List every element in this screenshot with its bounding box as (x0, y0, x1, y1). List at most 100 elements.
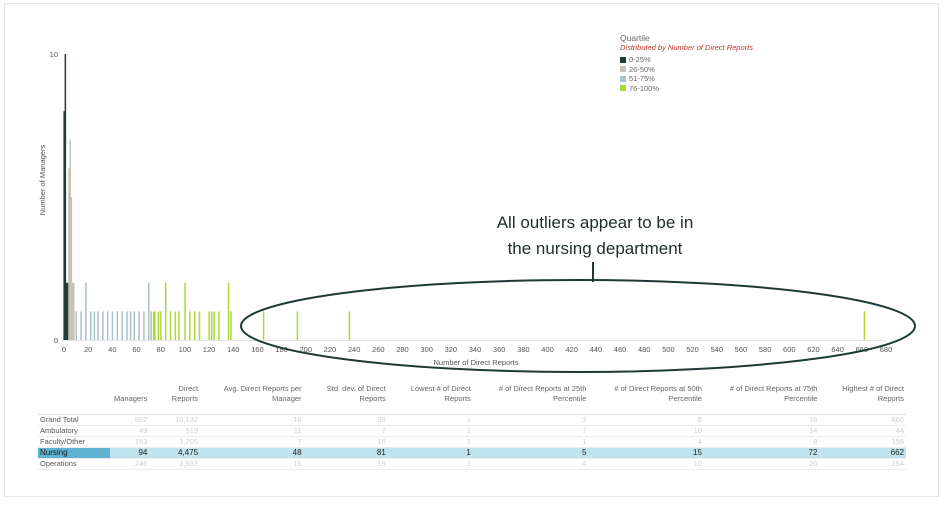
table-cell: 1 (387, 414, 473, 426)
x-tick-label: 20 (84, 345, 92, 354)
x-tick-label: 420 (565, 345, 578, 354)
legend-label: 76-100% (629, 83, 660, 93)
x-tick-label: 180 (275, 345, 288, 354)
dashboard-frame (4, 3, 939, 497)
x-tick-label: 560 (735, 345, 748, 354)
outlier-annotation: All outliers appear to be in the nursing… (470, 210, 720, 262)
histogram-bar (65, 282, 68, 340)
table-cell: 10,132 (149, 414, 201, 426)
histogram-bar (296, 311, 299, 340)
histogram-bar (154, 311, 156, 340)
table-cell: 5 (472, 447, 589, 459)
histogram-bar (150, 311, 152, 340)
histogram-bar (68, 168, 70, 340)
row-label: Grand Total (38, 414, 110, 426)
histogram-bar (262, 311, 265, 340)
table-cell: 246 (110, 458, 150, 470)
histogram-bar (157, 311, 160, 340)
table-row[interactable]: Grand Total 552 10,132 18 39 1 3 6 16 666 (38, 414, 906, 426)
histogram-bar (193, 311, 196, 340)
legend-swatch (620, 75, 626, 82)
legend-item: 26-50% (620, 65, 753, 75)
table-cell: 11 (200, 425, 304, 437)
table-cell: 14 (703, 425, 820, 437)
table-row[interactable]: Operations 246 3,933 16 19 1 4 10 20 154 (38, 458, 906, 470)
quartile-legend: Quartile Distributed by Number of Direct… (620, 33, 753, 93)
table-cell: 10 (588, 425, 704, 437)
outlier-highlight-ellipse (240, 279, 916, 373)
legend-label: 26-50% (629, 64, 655, 74)
table-cell: 94 (110, 447, 150, 459)
histogram-bar (184, 282, 186, 340)
x-tick-label: 40 (108, 345, 116, 354)
table-cell: 1 (472, 436, 589, 448)
x-tick-label: 280 (396, 345, 409, 354)
table-cell: 3,933 (149, 458, 201, 470)
histogram-bar (189, 311, 191, 340)
histogram-bar (97, 311, 99, 340)
histogram-bar (69, 139, 71, 340)
table-row[interactable]: Faculty/Other 163 1,205 7 16 1 1 4 8 156 (38, 436, 906, 448)
x-tick-label: 220 (324, 345, 337, 354)
x-tick-label: 160 (251, 345, 264, 354)
table-row[interactable]: Ambulatory 49 519 11 7 1 7 10 14 44 (38, 425, 906, 437)
x-tick-label: 340 (469, 345, 482, 354)
histogram-bar (169, 311, 172, 340)
annotation-line-2: the nursing department (507, 239, 683, 258)
corner-header (38, 384, 110, 415)
y-tick-label: 0 (54, 336, 58, 345)
table-row[interactable]: Nursing 94 4,475 48 81 1 5 15 72 662 (38, 447, 906, 459)
table-cell: 44 (819, 425, 906, 437)
histogram-bar (126, 311, 128, 340)
x-tick-label: 60 (132, 345, 140, 354)
histogram-bar (121, 311, 123, 340)
legend-item: 76-100% (620, 84, 753, 94)
table-cell: 163 (110, 436, 150, 448)
table-cell: 15 (588, 447, 704, 459)
histogram-bar (160, 311, 162, 340)
column-header: Highest # of Direct Reports (842, 384, 904, 403)
y-tick-label: 10 (50, 50, 58, 59)
table-cell: 48 (200, 447, 304, 459)
x-tick-label: 640 (831, 345, 844, 354)
row-label: Ambulatory (38, 425, 110, 437)
table-cell: 666 (819, 414, 906, 426)
histogram-bar (208, 311, 210, 340)
x-tick-label: 320 (445, 345, 458, 354)
x-tick-label: 580 (759, 345, 772, 354)
histogram-bar (218, 311, 220, 340)
histogram-bar (75, 311, 77, 340)
x-tick-label: 200 (300, 345, 313, 354)
x-tick-label: 240 (348, 345, 361, 354)
legend-subtitle: Distributed by Number of Direct Reports (620, 43, 753, 52)
histogram-bar (71, 282, 74, 340)
y-axis-label: Number of Managers (38, 145, 47, 216)
x-tick-label: 100 (179, 345, 192, 354)
table-cell: 4 (588, 436, 704, 448)
legend-swatch (620, 85, 626, 92)
histogram-bar (213, 311, 215, 340)
x-tick-label: 260 (372, 345, 385, 354)
x-axis-label: Number of Direct Reports (433, 358, 518, 367)
table-cell: 72 (703, 447, 820, 459)
legend-swatch (620, 56, 626, 63)
table-cell: 81 (303, 447, 388, 459)
column-header: Std. dev. of Direct Reports (326, 384, 386, 403)
table-cell: 18 (200, 414, 304, 426)
histogram-bar (80, 311, 82, 340)
histogram-bar (198, 311, 201, 340)
column-header: Managers (114, 394, 148, 403)
table-cell: 3 (472, 414, 589, 426)
x-tick-label: 540 (711, 345, 724, 354)
x-tick-label: 0 (62, 345, 66, 354)
row-label: Operations (38, 458, 110, 470)
table-cell: 662 (819, 447, 906, 459)
legend-item: 51-75% (620, 74, 753, 84)
legend-label: 0-25% (629, 55, 651, 65)
x-tick-label: 480 (638, 345, 651, 354)
x-tick-label: 440 (590, 345, 603, 354)
table-cell: 1 (387, 425, 473, 437)
x-tick-label: 80 (157, 345, 165, 354)
column-header: Avg. Direct Reports per Manager (223, 384, 302, 403)
legend-swatch (620, 66, 626, 73)
